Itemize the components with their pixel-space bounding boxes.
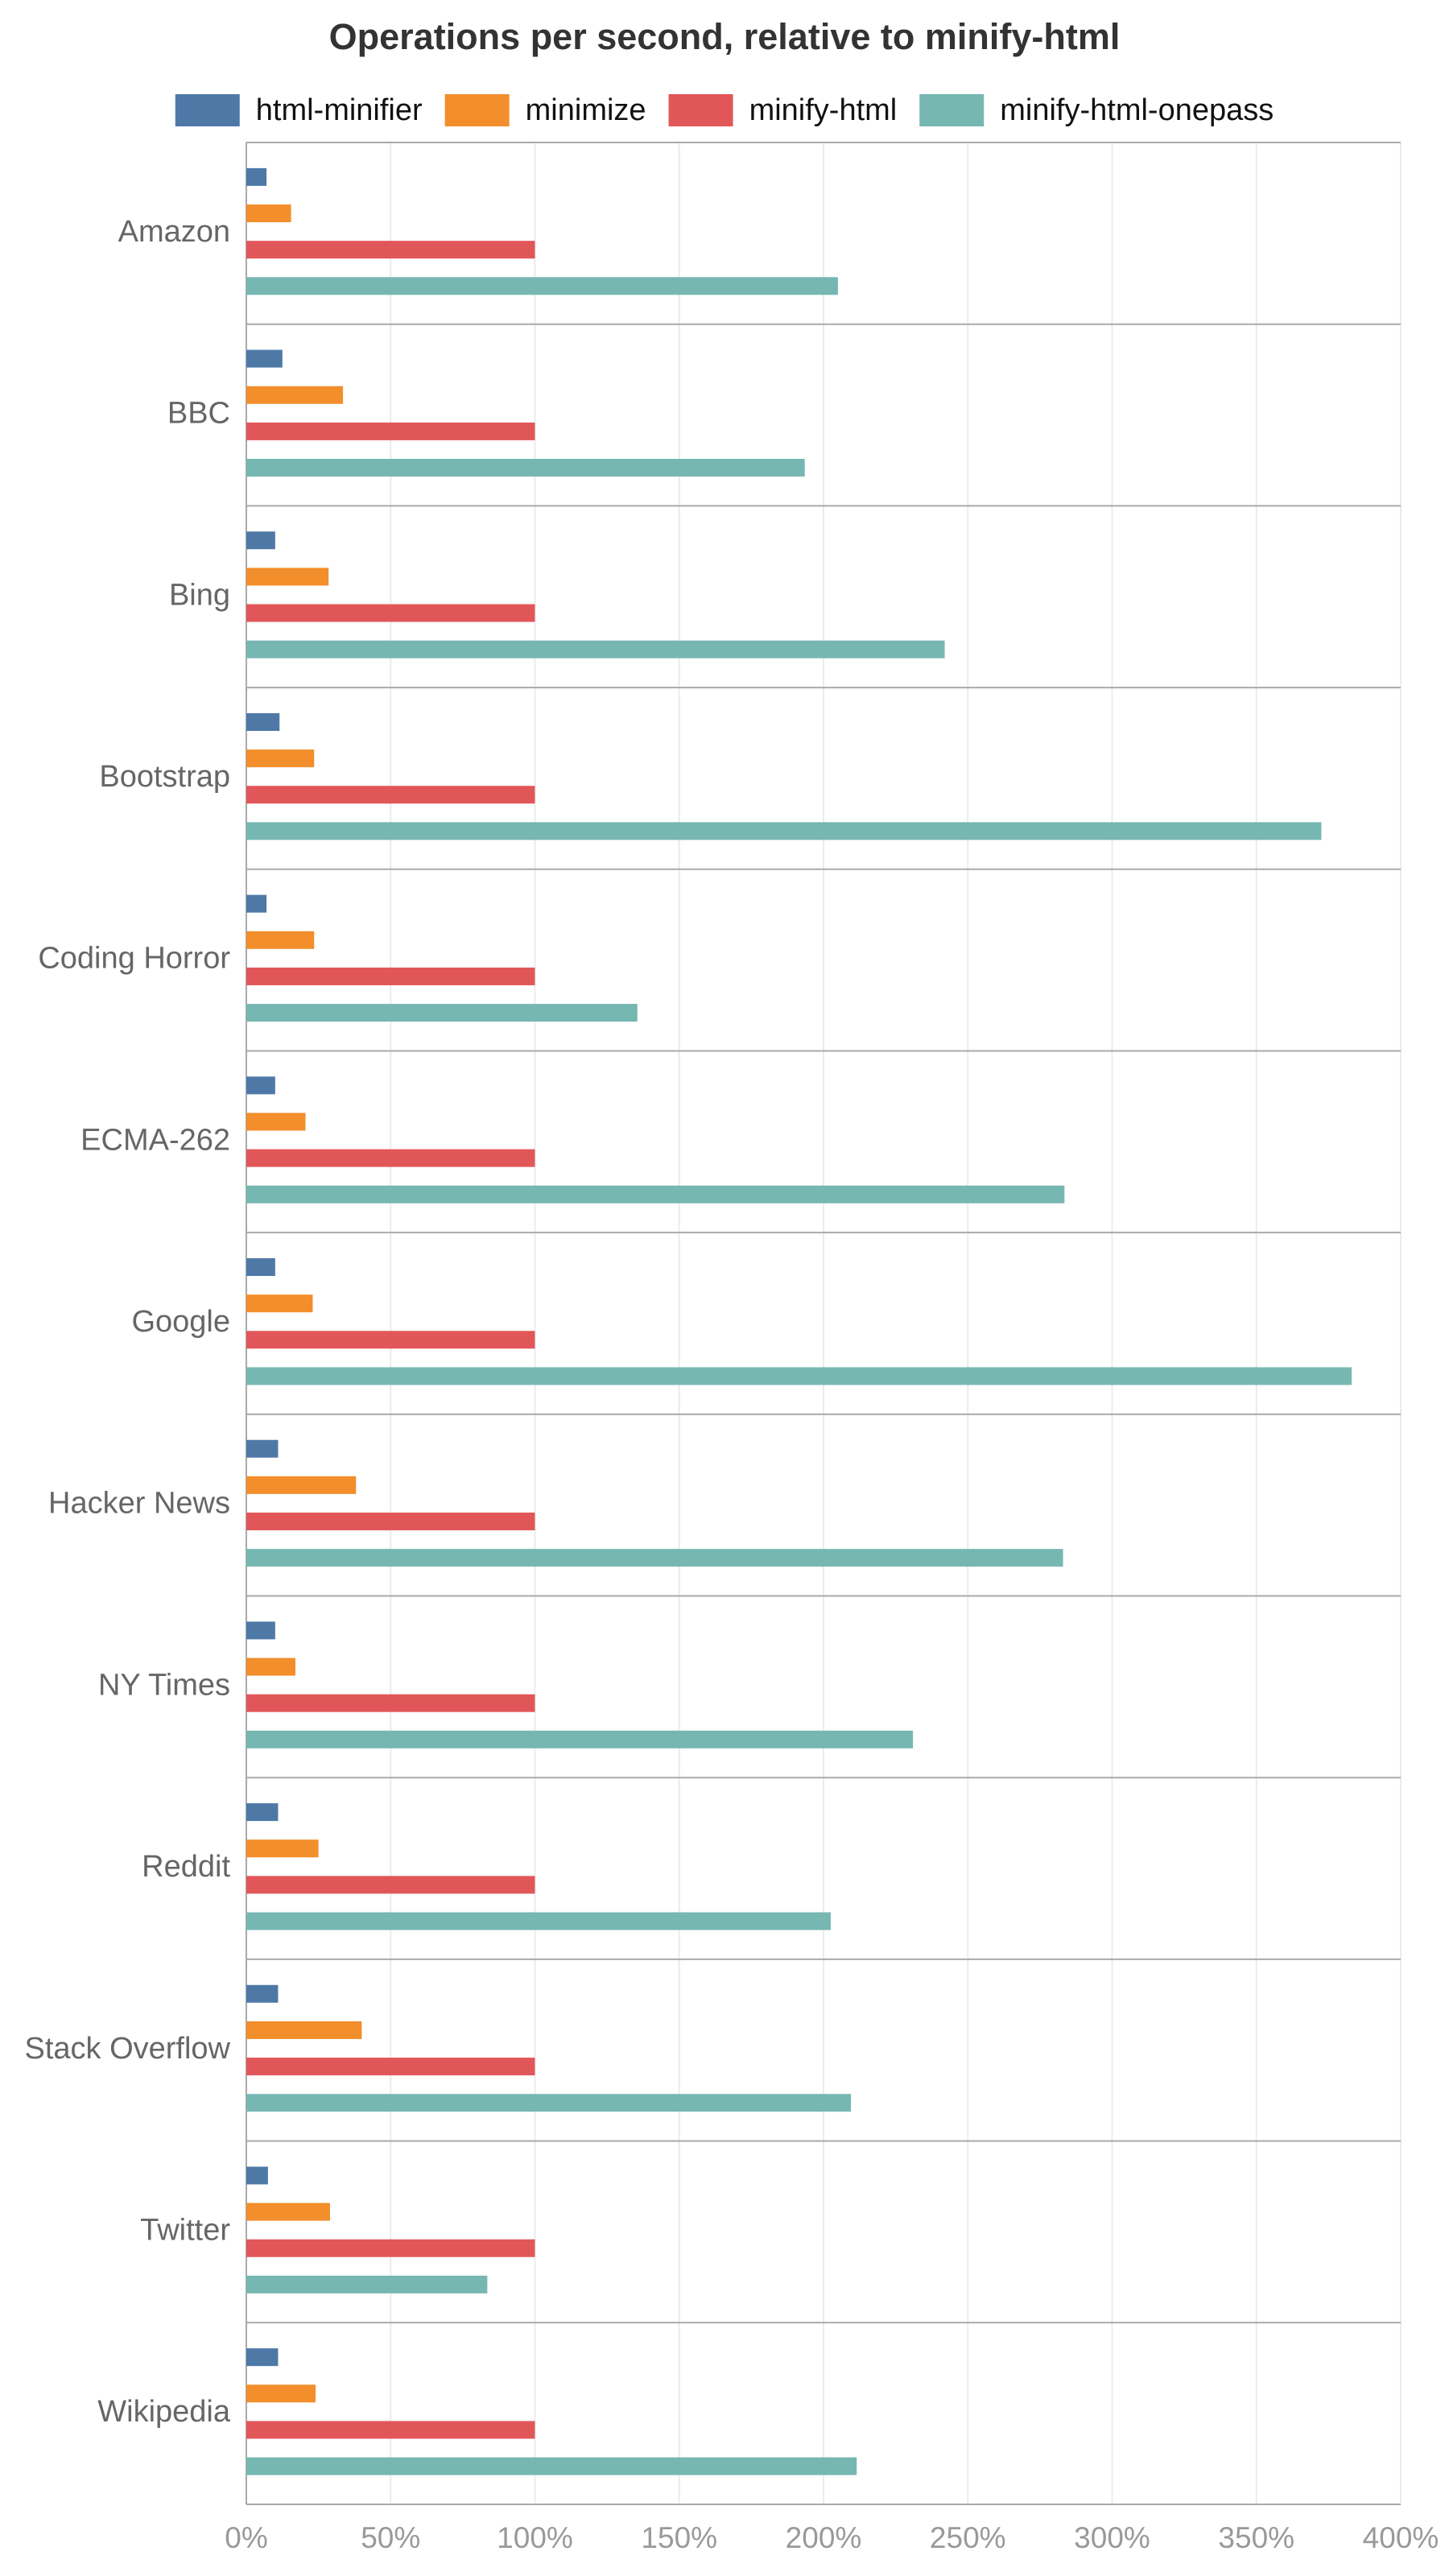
x-tick-label: 100% (497, 2521, 573, 2554)
bar (246, 1803, 279, 1822)
bar (246, 1694, 535, 1712)
bar (246, 1549, 1063, 1567)
legend-label: html-minifier (256, 93, 423, 127)
bar (246, 458, 805, 477)
y-tick-label: Coding Horror (38, 942, 230, 976)
bar (246, 894, 267, 913)
bar (246, 1657, 295, 1676)
y-tick-label: ECMA-262 (80, 1123, 230, 1157)
legend-label: minify-html (749, 93, 898, 127)
x-tick-label: 200% (786, 2521, 862, 2554)
bar (246, 2239, 535, 2257)
bar (246, 2094, 852, 2112)
bar (246, 2348, 279, 2367)
bar (246, 241, 535, 259)
legend-swatch (444, 94, 510, 126)
bar (246, 568, 329, 586)
chart-title: Operations per second, relative to minif… (329, 16, 1121, 57)
bar (246, 2021, 362, 2039)
bar (246, 277, 838, 295)
bar (246, 1185, 1065, 1203)
bar (246, 1876, 535, 1894)
bar (246, 531, 275, 550)
y-tick-label: Reddit (142, 1850, 230, 1884)
bar (246, 1912, 831, 1930)
bar (246, 1004, 638, 1022)
bar (246, 604, 535, 622)
x-tick-label: 0% (225, 2521, 267, 2554)
bar (246, 749, 315, 768)
bar (246, 2384, 316, 2403)
y-tick-label: BBC (167, 397, 230, 431)
bar (246, 1331, 535, 1349)
y-tick-label: Hacker News (48, 1487, 230, 1521)
legend-label: minify-html-onepass (1000, 93, 1274, 127)
bar (246, 2421, 535, 2439)
bar (246, 1367, 1352, 1385)
y-tick-label: Amazon (118, 215, 230, 249)
y-tick-label: Bootstrap (99, 760, 230, 794)
bar (246, 1476, 357, 1494)
bar (246, 1076, 275, 1095)
bar (246, 1294, 313, 1313)
legend-swatch (668, 94, 733, 126)
bar (246, 786, 535, 804)
bar (246, 822, 1322, 840)
bar (246, 2202, 330, 2221)
legend-swatch (919, 94, 985, 126)
x-tick-label: 50% (361, 2521, 420, 2554)
bar (246, 2275, 488, 2293)
bar (246, 1439, 279, 1458)
bar (246, 712, 280, 731)
bar (246, 1621, 275, 1640)
bar (246, 422, 535, 440)
bar (246, 349, 283, 368)
bar (246, 167, 267, 186)
y-tick-label: Stack Overflow (24, 2032, 230, 2066)
y-tick-label: Wikipedia (97, 2395, 231, 2429)
bar (246, 2457, 857, 2475)
bar (246, 1113, 306, 1131)
bar (246, 1730, 914, 1748)
bar (246, 1149, 535, 1167)
y-tick-label: Bing (169, 578, 230, 612)
bar (246, 931, 315, 949)
legend-swatch (175, 94, 240, 126)
y-tick-label: Google (131, 1305, 230, 1339)
x-tick-label: 300% (1074, 2521, 1150, 2554)
y-tick-label: Twitter (140, 2213, 230, 2247)
legend-label: minimize (526, 93, 646, 127)
bar (246, 640, 945, 658)
bar (246, 204, 291, 223)
y-tick-label: NY Times (98, 1668, 230, 1702)
x-tick-label: 350% (1218, 2521, 1294, 2554)
bar (246, 1513, 535, 1531)
bar (246, 1839, 319, 1858)
bar (246, 386, 344, 404)
bar (246, 2058, 535, 2076)
bar (246, 1258, 275, 1277)
x-tick-label: 250% (930, 2521, 1006, 2554)
bar (246, 1984, 279, 2003)
x-tick-label: 150% (641, 2521, 717, 2554)
x-tick-label: 400% (1363, 2521, 1439, 2554)
bar (246, 967, 535, 985)
bar (246, 2166, 268, 2185)
